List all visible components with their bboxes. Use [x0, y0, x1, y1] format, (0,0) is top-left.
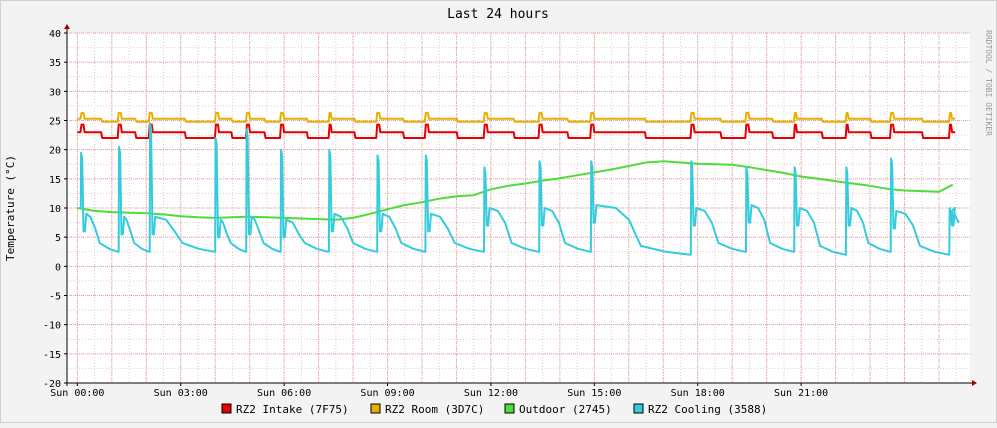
x-tick-label: Sun 15:00 — [567, 388, 621, 399]
x-tick-label: Sun 12:00 — [464, 388, 518, 399]
legend-label-3: Outdoor (2745) — [519, 403, 612, 416]
y-tick-label: 20 — [49, 146, 61, 157]
legend-label-4: RZ2 Cooling (3588) — [648, 403, 767, 416]
x-tick-label: Sun 00:00 — [50, 388, 104, 399]
x-tick-label: Sun 21:00 — [774, 388, 828, 399]
legend-swatch-3 — [504, 403, 515, 414]
y-tick-label: 10 — [49, 204, 61, 215]
legend-label-2: RZ2 Room (3D7C) — [385, 403, 484, 416]
y-tick-label: 40 — [49, 29, 61, 40]
series-line-4 — [79, 122, 960, 256]
series-line-3 — [77, 160, 954, 221]
y-tick-label: 30 — [49, 87, 61, 98]
y-tick-label: 5 — [55, 233, 61, 244]
y-tick-labels: -20 -15 -10 -5 0 5 10 15 20 25 30 35 40 — [43, 29, 61, 390]
y-tick-label: 15 — [49, 175, 61, 186]
y-axis-arrow — [64, 24, 70, 29]
watermark: RRDTOOL / TOBI OETIKER — [984, 30, 993, 136]
x-tick-labels: Sun 00:00 Sun 03:00 Sun 06:00 Sun 09:00 Sun … — [50, 388, 828, 399]
y-axis-label: Temperature (°C) — [4, 155, 17, 261]
legend-label-1: RZ2 Intake (7F75) — [236, 403, 349, 416]
legend-swatch-1 — [221, 403, 232, 414]
y-tick-label: -5 — [49, 292, 61, 303]
x-tick-label: Sun 03:00 — [154, 388, 208, 399]
y-tick-label: 0 — [55, 262, 61, 273]
y-tick-label: -10 — [43, 321, 61, 332]
x-tick-label: Sun 18:00 — [671, 388, 725, 399]
y-tick-label: -15 — [43, 350, 61, 361]
chart-title: Last 24 hours — [447, 7, 549, 22]
x-tick-label: Sun 09:00 — [360, 388, 414, 399]
legend-swatch-2 — [370, 403, 381, 414]
x-tick-label: Sun 06:00 — [257, 388, 311, 399]
x-axis-arrow — [972, 380, 977, 386]
legend: RZ2 Intake (7F75) RZ2 Room (3D7C) Outdoor … — [221, 403, 767, 416]
series-layer — [77, 111, 960, 256]
axes — [64, 24, 977, 386]
y-tick-label: 35 — [49, 58, 61, 69]
y-tick-label: -20 — [43, 379, 61, 390]
series-line-1 — [77, 123, 956, 139]
series-line-2 — [77, 111, 956, 123]
y-tick-label: 25 — [49, 117, 61, 128]
legend-swatch-4 — [633, 403, 644, 414]
